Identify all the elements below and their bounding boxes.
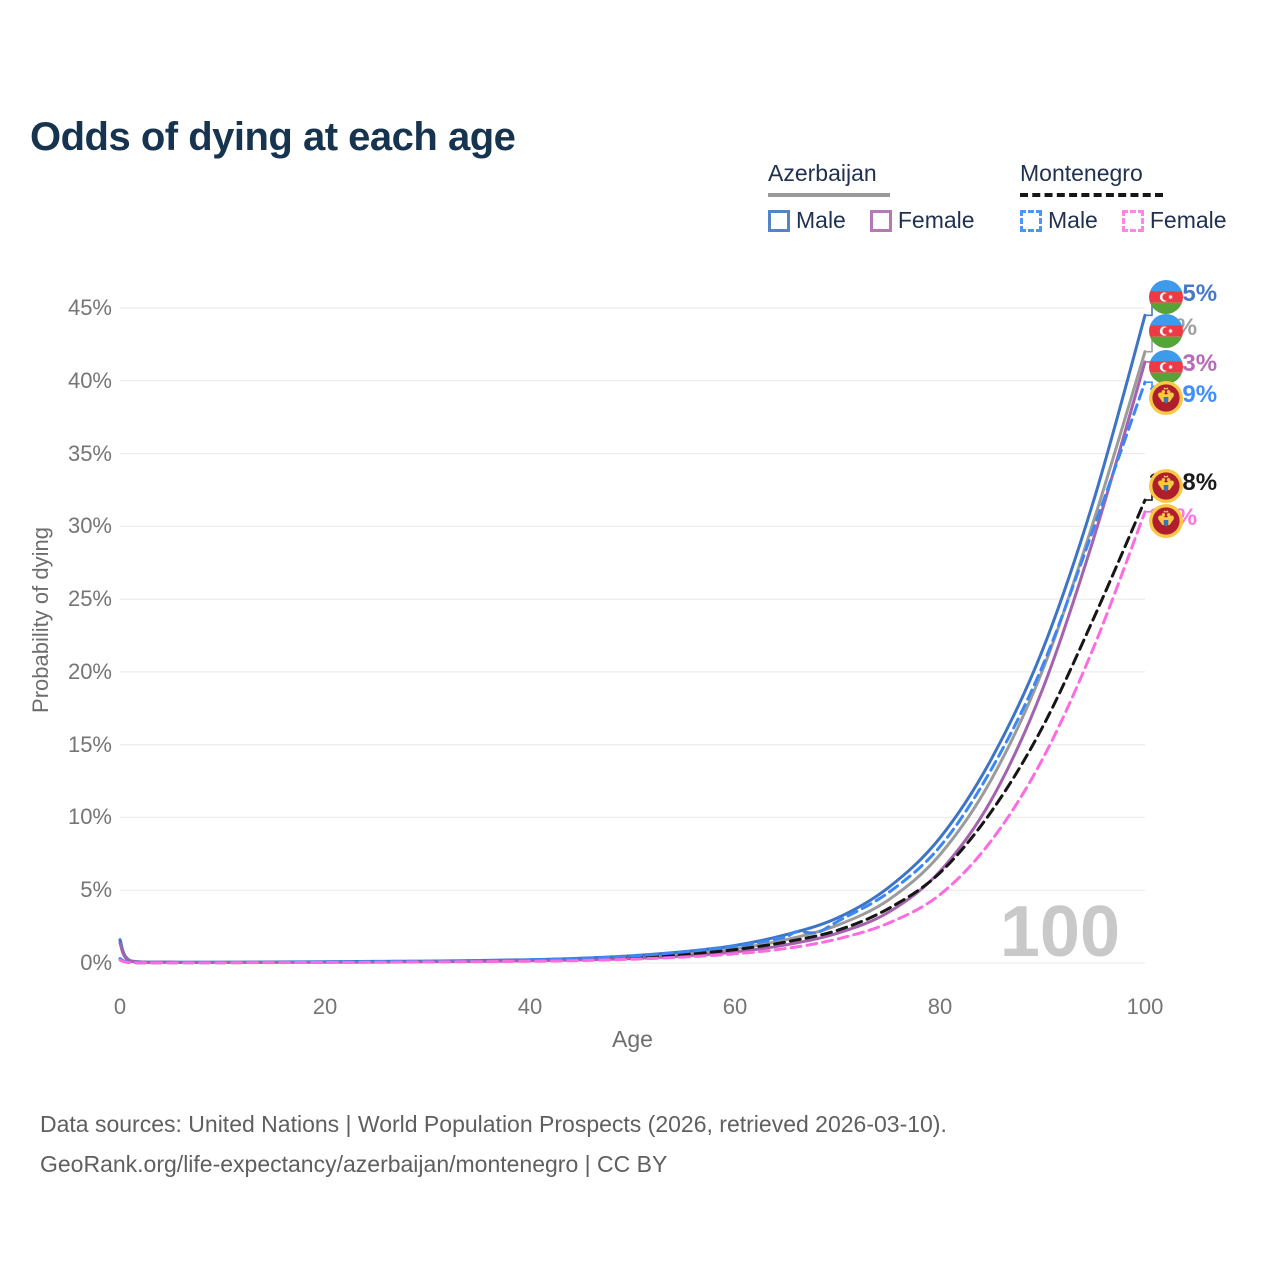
end-label-montenegro-39.9%: 39.9%: [1149, 381, 1217, 415]
legend-swatch-montenegro-male: [1020, 209, 1042, 232]
azerbaijan-flag-icon: [1149, 280, 1183, 314]
y-tick-label: 20%: [67, 659, 112, 684]
end-label-azerbaijan-42%: 42%: [1149, 314, 1197, 348]
y-tick-label: 45%: [67, 295, 112, 320]
legend-label-azerbaijan-female: Female: [897, 207, 975, 233]
y-tick-label: 10%: [67, 804, 112, 829]
age-watermark: 100: [1000, 892, 1120, 972]
legend-item-azerbaijan-female[interactable]: Female: [869, 207, 975, 234]
legend-group-azerbaijan: Azerbaijan Male Female: [768, 160, 999, 234]
legend-solid-line-sample: [768, 193, 890, 197]
y-tick-label: 40%: [67, 368, 112, 393]
page-title: Odds of dying at each age: [30, 114, 516, 159]
series-line-azerbaijan-male[interactable]: [118, 313, 1147, 964]
end-label-montenegro-31%: 31%: [1149, 504, 1197, 538]
x-tick-label: 80: [927, 994, 953, 1019]
x-tick-label: 100: [1126, 994, 1164, 1019]
data-source-line: Data sources: United Nations | World Pop…: [40, 1111, 947, 1137]
montenegro-flag-icon: [1149, 381, 1183, 415]
legend-label-azerbaijan-male: Male: [796, 207, 846, 233]
end-label-azerbaijan-41.3%: 41.3%: [1149, 350, 1217, 384]
series-line-montenegro[interactable]: [118, 498, 1147, 965]
series-line-azerbaijan[interactable]: [118, 350, 1147, 964]
y-tick-label: 15%: [67, 732, 112, 757]
legend-item-montenegro-female[interactable]: Female: [1121, 207, 1227, 234]
legend-group-azerbaijan-title: Azerbaijan: [768, 160, 877, 186]
end-label-azerbaijan-44.5%: 44.5%: [1149, 280, 1217, 314]
x-axis-title: Age: [612, 1026, 653, 1052]
legend-swatch-montenegro-female: [1121, 209, 1144, 232]
y-tick-label: 25%: [67, 586, 112, 611]
legend-item-montenegro-male[interactable]: Male: [1020, 207, 1098, 234]
series-line-azerbaijan-female[interactable]: [118, 360, 1147, 964]
legend-item-azerbaijan-male[interactable]: Male: [768, 207, 846, 234]
legend-dashed-line-sample: [1020, 193, 1163, 197]
y-tick-label: 5%: [80, 877, 112, 902]
end-label-montenegro-31.8%: 31.8%: [1149, 469, 1217, 503]
x-tick-label: 20: [312, 994, 338, 1019]
azerbaijan-flag-icon: [1149, 314, 1183, 348]
series-line-montenegro-male[interactable]: [118, 380, 1147, 965]
y-tick-label: 30%: [67, 513, 112, 538]
legend-label-montenegro-female: Female: [1149, 207, 1227, 233]
legend-swatch-azerbaijan-male: [768, 209, 790, 232]
legend-group-montenegro: Montenegro Male Female: [1020, 160, 1251, 234]
series-line-montenegro-female[interactable]: [118, 510, 1147, 965]
y-tick-label: 35%: [67, 441, 112, 466]
legend-group-montenegro-title: Montenegro: [1020, 160, 1143, 186]
x-tick-label: 60: [722, 994, 748, 1019]
legend-label-montenegro-male: Male: [1048, 207, 1098, 233]
legend-swatch-azerbaijan-female: [869, 209, 892, 232]
azerbaijan-flag-icon: [1149, 350, 1183, 384]
footer: Data sources: United Nations | World Pop…: [40, 1104, 947, 1184]
montenegro-flag-icon: [1149, 504, 1183, 538]
attribution-line: GeoRank.org/life-expectancy/azerbaijan/m…: [40, 1151, 668, 1177]
y-tick-label: 0%: [80, 950, 112, 975]
montenegro-flag-icon: [1149, 469, 1183, 503]
x-tick-label: 0: [113, 994, 127, 1019]
x-tick-label: 40: [517, 994, 543, 1019]
